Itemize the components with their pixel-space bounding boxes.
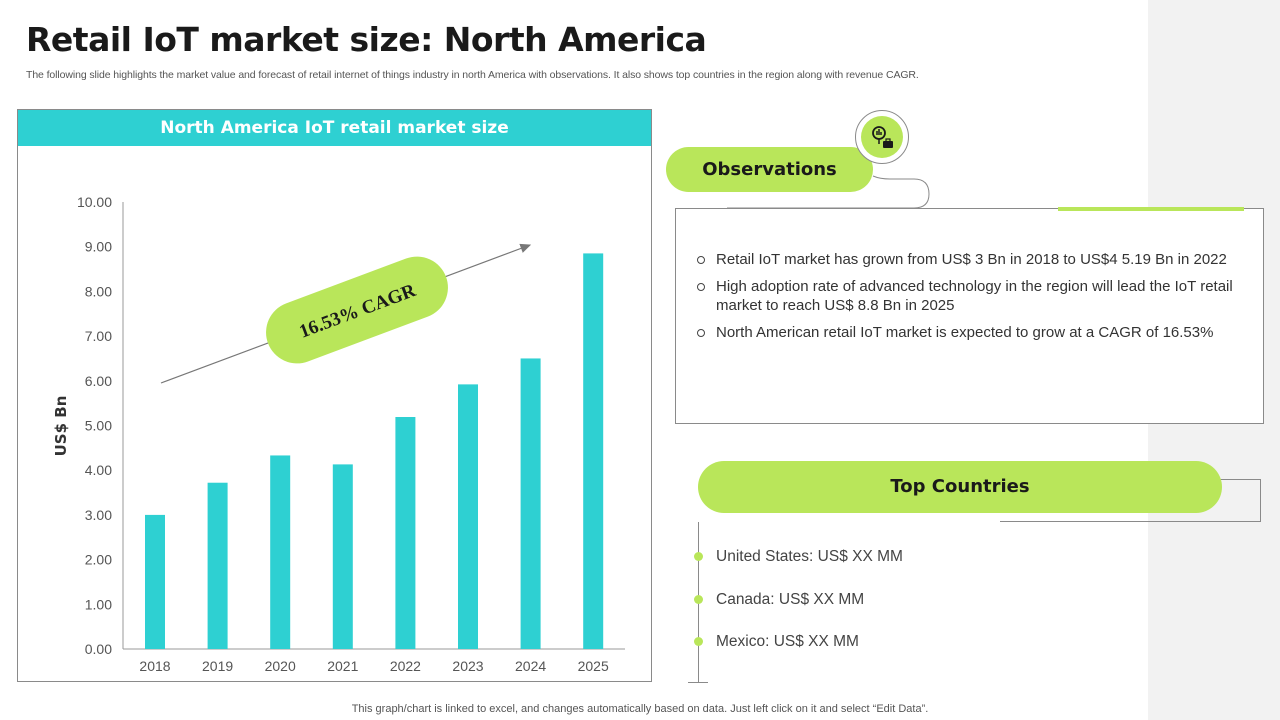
page-subtitle: The following slide highlights the marke… bbox=[26, 69, 919, 81]
chart-panel[interactable]: 0.00 1.00 2.00 3.00 4.00 5.00 6.00 7.00 8.00 9.00… bbox=[17, 109, 652, 682]
observations-list: Retail IoT market has grown from US$ 3 B… bbox=[697, 250, 1237, 349]
y-tick-label: 7.00 bbox=[85, 328, 112, 344]
y-tick-label: 2.00 bbox=[85, 552, 112, 568]
observations-card bbox=[675, 208, 1264, 424]
x-tick-label: 2024 bbox=[515, 658, 546, 674]
country-item-united-states: United States: US$ XX MM bbox=[716, 548, 903, 565]
observations-accent-bar bbox=[1058, 207, 1244, 211]
observation-item: North American retail IoT market is expe… bbox=[697, 323, 1237, 343]
y-tick-label: 3.00 bbox=[85, 507, 112, 523]
bar-2023[interactable] bbox=[458, 384, 478, 649]
x-tick-label: 2023 bbox=[452, 658, 483, 674]
country-item-mexico: Mexico: US$ XX MM bbox=[716, 633, 859, 650]
y-axis-title: US$ Bn bbox=[52, 396, 70, 457]
bar-2020[interactable] bbox=[270, 455, 291, 649]
bar-2024[interactable] bbox=[520, 358, 541, 649]
y-tick-label: 4.00 bbox=[85, 462, 112, 478]
bar-2018[interactable] bbox=[145, 514, 165, 649]
observation-item: High adoption rate of advanced technolog… bbox=[697, 277, 1237, 316]
observations-label: Observations bbox=[666, 147, 873, 192]
bullet-dot bbox=[694, 595, 703, 604]
y-tick-label: 8.00 bbox=[85, 283, 112, 299]
page-title: Retail IoT market size: North America bbox=[26, 20, 707, 59]
bar-chart[interactable]: 0.00 1.00 2.00 3.00 4.00 5.00 6.00 7.00 8.00 9.00… bbox=[18, 110, 653, 683]
footnote: This graph/chart is linked to excel, and… bbox=[351, 703, 929, 715]
top-countries-timeline-end bbox=[688, 682, 708, 683]
analytics-icon bbox=[872, 126, 893, 148]
y-tick-label: 1.00 bbox=[85, 596, 112, 612]
bar-2021[interactable] bbox=[332, 464, 353, 649]
observation-item: Retail IoT market has grown from US$ 3 B… bbox=[697, 250, 1237, 270]
bar-2022[interactable] bbox=[395, 417, 416, 649]
observations-icon-badge bbox=[855, 110, 909, 164]
bar-2019[interactable] bbox=[207, 482, 228, 649]
y-tick-label: 9.00 bbox=[85, 239, 112, 255]
bar-2025[interactable] bbox=[583, 253, 604, 649]
x-tick-label: 2021 bbox=[327, 658, 358, 674]
cagr-badge: 16.53% CAGR bbox=[266, 256, 448, 364]
y-tick-label: 0.00 bbox=[85, 641, 112, 657]
y-tick-label: 5.00 bbox=[85, 418, 112, 434]
bullet-dot bbox=[694, 637, 703, 646]
x-tick-label: 2020 bbox=[265, 658, 296, 674]
x-tick-label: 2018 bbox=[139, 658, 170, 674]
top-countries-label: Top Countries bbox=[698, 461, 1222, 513]
x-tick-label: 2019 bbox=[202, 658, 233, 674]
bullet-dot bbox=[694, 552, 703, 561]
x-tick-label: 2025 bbox=[578, 658, 609, 674]
y-tick-label: 10.00 bbox=[77, 194, 112, 210]
chart-header: North America IoT retail market size bbox=[18, 110, 651, 146]
y-tick-label: 6.00 bbox=[85, 373, 112, 389]
country-item-canada: Canada: US$ XX MM bbox=[716, 591, 865, 608]
x-tick-label: 2022 bbox=[390, 658, 421, 674]
